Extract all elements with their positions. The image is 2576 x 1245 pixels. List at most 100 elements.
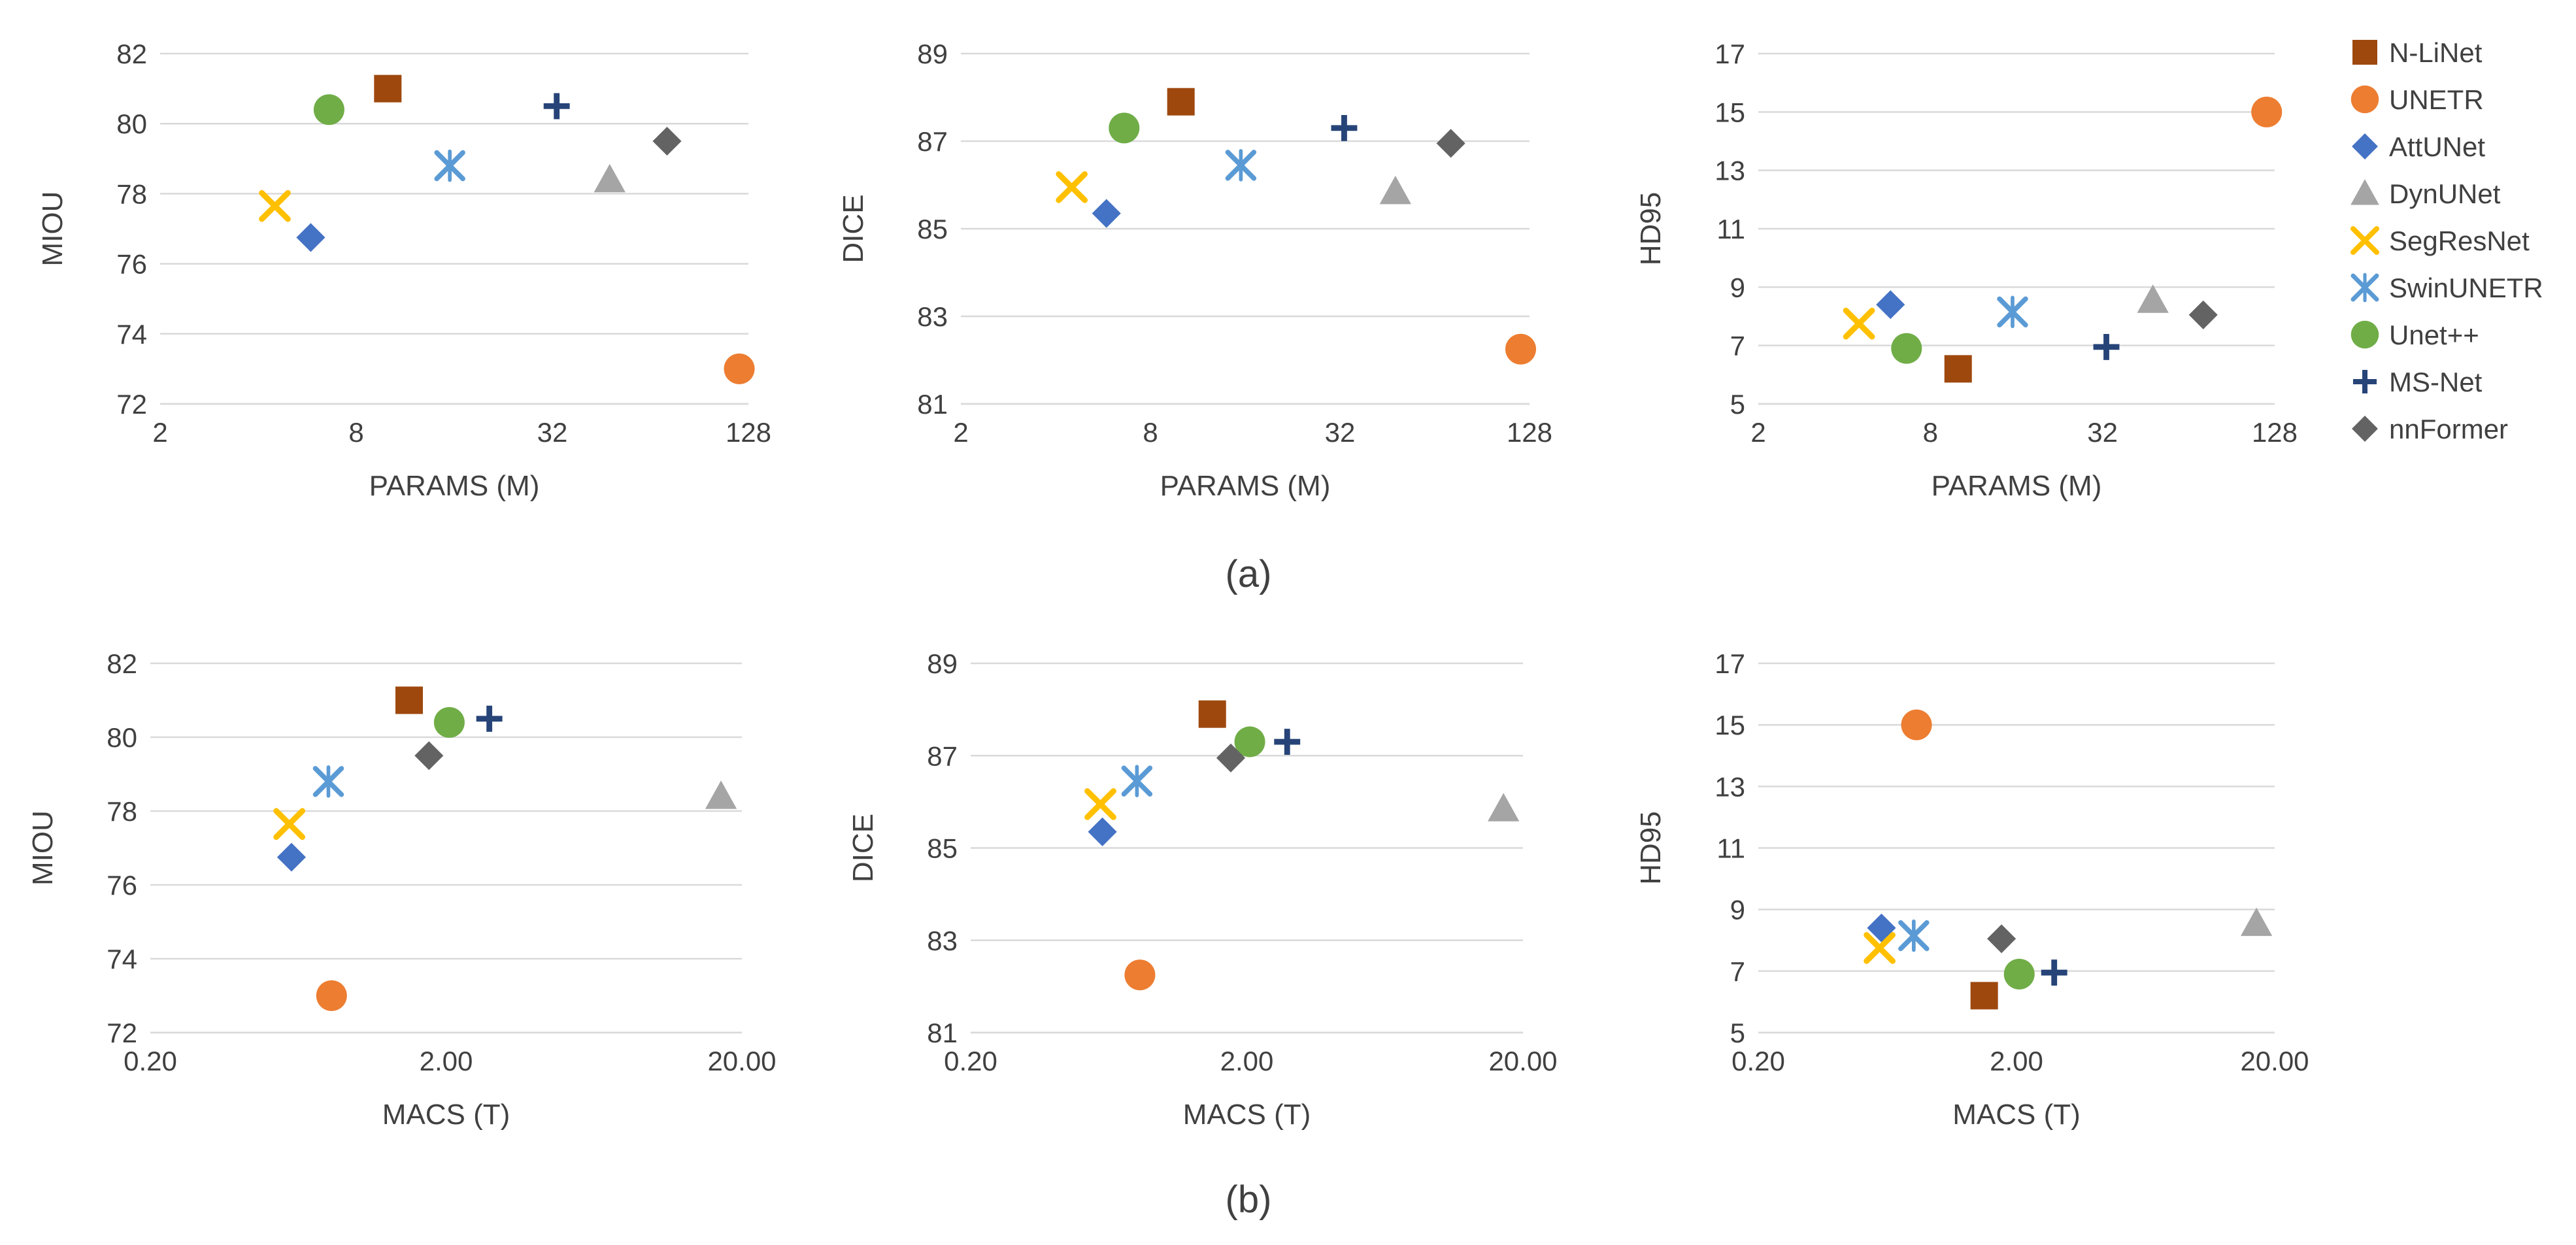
point-unetplusplus: [1109, 112, 1140, 144]
point-segresnet: [259, 190, 291, 222]
x-tick-label: 20.00: [2240, 1046, 2309, 1076]
point-unetr: [1505, 333, 1537, 365]
point-swinunetr: [1225, 149, 1257, 182]
x-tick-label: 128: [1507, 417, 1552, 448]
x-tick-label: 8: [348, 417, 363, 448]
point-n-linet: [1198, 700, 1226, 728]
chart-1: 72 74 76 78 80 82 2 8 32 128 PARAMS (M) MIOU: [37, 39, 771, 502]
y-tick-label: 11: [1716, 833, 1745, 864]
y-tick-label: 87: [917, 126, 948, 157]
x-tick-label: 2: [1750, 417, 1765, 448]
x-axis-label: MACS (T): [1952, 1099, 2081, 1131]
legend-label: DynUNet: [2389, 178, 2501, 209]
x-axis-label: PARAMS (M): [369, 470, 540, 502]
y-axis-label: MIOU: [27, 810, 59, 886]
y-tick-label: 89: [927, 648, 958, 679]
x-tick-label: 2: [152, 417, 167, 448]
legend-marker: [2350, 85, 2379, 114]
point-unetplusplus: [1891, 333, 1922, 364]
y-tick-label: 80: [116, 108, 147, 139]
point-nnformer: [652, 126, 682, 156]
legend: N-LiNet UNETR AttUNet DynUNet SegResNet SwinU…: [2350, 37, 2543, 444]
chart-5: 81 83 85 87 89 0.20 2.00 20.00 MACS (T) DICE: [847, 648, 1558, 1131]
legend-item-segresnet: SegResNet: [2350, 225, 2530, 256]
y-tick-label: 9: [1730, 895, 1745, 925]
point-ms-net: [543, 93, 570, 120]
y-axis-label: HD95: [1635, 811, 1667, 885]
legend-label: SegResNet: [2389, 225, 2530, 256]
point-unetplusplus: [313, 94, 344, 125]
y-tick-label: 17: [1715, 39, 1745, 69]
y-tick-label: 7: [1730, 956, 1745, 987]
legend-item-n-linet: N-LiNet: [2352, 37, 2483, 68]
legend-label: UNETR: [2389, 84, 2484, 115]
y-axis-label: DICE: [847, 814, 879, 882]
y-tick-label: 17: [1715, 648, 1745, 679]
chart-2: 81 83 85 87 89 2 8 32 128 PARAMS (M) DICE: [837, 39, 1552, 502]
chart-6: 5 7 9 11 13 15 17 0.20 2.00 20.00 MACS (T) HD95: [1635, 648, 2309, 1131]
point-n-linet: [1167, 88, 1195, 116]
y-tick-label: 83: [917, 301, 948, 332]
x-axis-label: PARAMS (M): [1932, 470, 2102, 502]
point-unetplusplus: [2003, 959, 2035, 990]
y-tick-label: 81: [917, 389, 948, 420]
chart-3: 5 7 9 11 13 15 17 2 8 32 128 PARAMS (M) HD95: [1635, 39, 2298, 502]
point-swinunetr: [1121, 765, 1153, 797]
y-tick-label: 13: [1715, 771, 1745, 802]
point-unetr: [724, 353, 755, 384]
point-nnformer: [414, 741, 444, 771]
point-ms-net: [1331, 114, 1358, 141]
legend-marker: [2350, 273, 2379, 303]
y-tick-label: 76: [107, 870, 137, 901]
y-tick-label: 80: [107, 722, 137, 753]
y-tick-label: 82: [116, 39, 147, 69]
point-unetr: [1124, 959, 1156, 991]
legend-item-nnformer: nnFormer: [2352, 414, 2508, 444]
row-label-b: (b): [1226, 1178, 1272, 1221]
chart-4: 72 74 76 78 80 82 0.20 2.00 20.00 MACS (T) MIOU: [27, 648, 777, 1131]
x-tick-label: 128: [2252, 417, 2298, 448]
x-tick-label: 2.00: [420, 1046, 473, 1076]
legend-label: Unet++: [2389, 320, 2479, 350]
legend-label: SwinUNETR: [2389, 273, 2543, 303]
point-dynunet: [1488, 793, 1520, 822]
point-dynunet: [2240, 907, 2273, 937]
point-attunet: [1088, 817, 1117, 846]
x-tick-label: 2.00: [1220, 1046, 1274, 1076]
point-swinunetr: [1898, 919, 1930, 952]
x-tick-label: 20.00: [1488, 1046, 1557, 1076]
legend-marker: [2352, 133, 2378, 159]
y-tick-label: 81: [927, 1018, 958, 1048]
point-nnformer: [2188, 300, 2218, 329]
y-tick-label: 83: [927, 925, 958, 956]
point-unetplusplus: [433, 706, 465, 738]
point-attunet: [296, 223, 326, 252]
point-n-linet: [1944, 355, 1972, 383]
point-attunet: [1876, 290, 1905, 320]
x-tick-label: 0.20: [124, 1046, 177, 1076]
legend-marker: [2350, 225, 2380, 256]
row-label-a: (a): [1226, 553, 1272, 595]
legend-item-dynunet: DynUNet: [2350, 178, 2501, 209]
y-tick-label: 85: [917, 214, 948, 244]
point-n-linet: [374, 75, 402, 103]
point-n-linet: [395, 686, 423, 714]
y-tick-label: 78: [116, 178, 147, 209]
y-axis-label: DICE: [837, 194, 869, 263]
x-axis-label: MACS (T): [1183, 1099, 1311, 1131]
x-tick-label: 20.00: [707, 1046, 776, 1076]
y-tick-label: 72: [116, 389, 147, 420]
x-axis-label: PARAMS (M): [1160, 470, 1331, 502]
y-tick-label: 76: [116, 249, 147, 280]
point-swinunetr: [1997, 295, 2028, 329]
point-nnformer: [1987, 924, 2016, 954]
x-tick-label: 32: [2087, 417, 2118, 448]
x-tick-label: 0.20: [944, 1046, 997, 1076]
y-tick-label: 78: [107, 796, 137, 827]
x-axis-label: MACS (T): [382, 1099, 510, 1131]
x-tick-label: 2: [953, 417, 968, 448]
legend-label: nnFormer: [2389, 414, 2508, 444]
point-ms-net: [476, 705, 503, 732]
point-ms-net: [1274, 729, 1301, 755]
